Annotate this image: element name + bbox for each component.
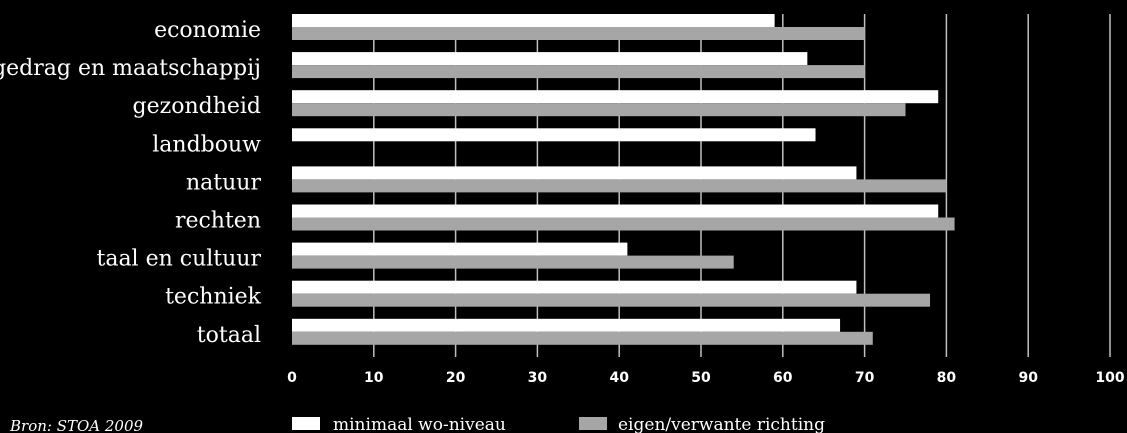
bar-gezondheid-series-1 bbox=[292, 103, 906, 117]
bar-gedrag-en-maatschappij-series-0 bbox=[292, 52, 808, 66]
category-label-economie: economie bbox=[154, 18, 261, 43]
source-note: Bron: STOA 2009 bbox=[9, 417, 144, 433]
bar-natuur-series-1 bbox=[292, 179, 947, 193]
category-label-landbouw: landbouw bbox=[152, 132, 261, 157]
category-label-gezondheid: gezondheid bbox=[133, 94, 262, 119]
bar-rechten-series-1 bbox=[292, 217, 955, 231]
x-tick-label-70: 70 bbox=[855, 370, 875, 386]
legend: minimaal wo-niveau eigen/verwante richti… bbox=[292, 415, 825, 433]
bar-landbouw-series-0 bbox=[292, 128, 816, 142]
category-label-techniek: techniek bbox=[165, 285, 262, 310]
bar-taal-en-cultuur-series-1 bbox=[292, 255, 734, 269]
x-tick-label-100: 100 bbox=[1095, 370, 1124, 386]
category-label-taal-en-cultuur: taal en cultuur bbox=[96, 247, 261, 272]
bar-techniek-series-1 bbox=[292, 293, 931, 307]
bar-rechten-series-0 bbox=[292, 204, 939, 218]
bar-gedrag-en-maatschappij-series-1 bbox=[292, 65, 865, 79]
x-tick-label-30: 30 bbox=[528, 370, 548, 386]
bar-techniek-series-0 bbox=[292, 280, 857, 294]
x-tick-label-0: 0 bbox=[287, 370, 297, 386]
bars bbox=[292, 14, 955, 345]
x-tick-label-80: 80 bbox=[937, 370, 957, 386]
x-tick-label-40: 40 bbox=[609, 370, 629, 386]
legend-swatch-minimaal-wo-niveau bbox=[292, 417, 320, 430]
x-tick-label-90: 90 bbox=[1018, 370, 1038, 386]
bar-economie-series-0 bbox=[292, 14, 775, 27]
bar-gezondheid-series-0 bbox=[292, 90, 939, 104]
bar-totaal-series-1 bbox=[292, 331, 873, 345]
x-tick-label-60: 60 bbox=[773, 370, 793, 386]
category-label-totaal: totaal bbox=[197, 323, 261, 348]
category-label-natuur: natuur bbox=[186, 170, 261, 195]
bar-taal-en-cultuur-series-0 bbox=[292, 242, 628, 256]
bar-natuur-series-0 bbox=[292, 166, 857, 180]
x-tick-label-20: 20 bbox=[446, 370, 466, 386]
legend-label-eigen-verwante-richting: eigen/verwante richting bbox=[618, 415, 825, 433]
x-tick-label-10: 10 bbox=[364, 370, 384, 386]
category-label-rechten: rechten bbox=[175, 209, 261, 234]
x-axis-tick-labels: 0 10 20 30 40 50 60 70 80 90 100 bbox=[287, 370, 1125, 386]
x-tick-label-50: 50 bbox=[691, 370, 711, 386]
category-label-gedrag-en-maatschappij: gedrag en maatschappij bbox=[0, 56, 261, 81]
category-labels: economie gedrag en maatschappij gezondheid… bbox=[0, 18, 262, 348]
bar-totaal-series-0 bbox=[292, 318, 841, 332]
legend-label-minimaal-wo-niveau: minimaal wo-niveau bbox=[333, 415, 506, 433]
legend-swatch-eigen-verwante-richting bbox=[579, 417, 607, 430]
bar-economie-series-1 bbox=[292, 27, 865, 40]
